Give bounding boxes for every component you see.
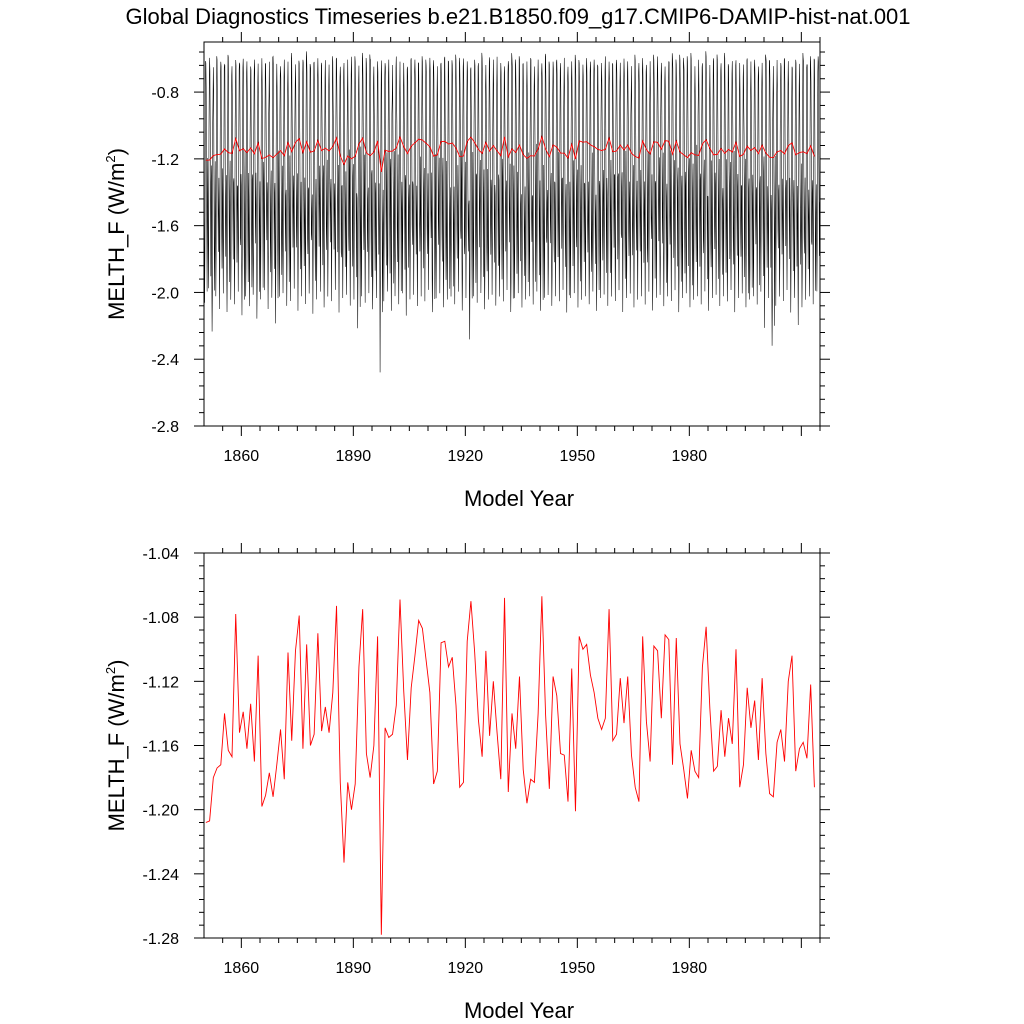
top-y-tick-label: -2.0 <box>151 285 179 302</box>
bottom-annual-mean-series-line <box>205 596 815 935</box>
bottom-x-tick-label: 1890 <box>336 960 372 977</box>
top-y-tick-label: -1.6 <box>151 219 179 236</box>
top-y-axis-title-main: MELTH_F (W/m <box>104 163 129 320</box>
bottom-x-tick-label: 1920 <box>448 960 484 977</box>
top-panel: 1860 1890 1920 1950 1980 -2.8 -2.4 -2.0 -1.6 -1.2… <box>103 32 830 511</box>
bottom-y-axis-title-superscript: 2 <box>103 667 118 674</box>
figure-title: Global Diagnostics Timeseries b.e21.B185… <box>125 4 910 29</box>
top-y-axis-title-tail: ) <box>104 148 129 155</box>
bottom-y-tick-label: -1.04 <box>143 546 180 563</box>
top-plot-frame <box>203 41 821 427</box>
top-x-tick-label: 1890 <box>336 448 372 465</box>
bottom-y-tick-label: -1.12 <box>143 674 180 691</box>
bottom-x-tick-label: 1950 <box>560 960 596 977</box>
bottom-panel: 1860 1890 1920 1950 1980 -1.28 -1.24 -1.20 -1.16… <box>103 543 830 1023</box>
top-x-tick-label: 1860 <box>224 448 260 465</box>
bottom-y-tick-label: -1.08 <box>143 610 180 627</box>
top-y-tick-label: -2.8 <box>151 419 179 436</box>
bottom-y-axis-title-main: MELTH_F (W/m <box>104 674 129 831</box>
top-monthly-series-line <box>204 51 820 373</box>
top-x-axis-title: Model Year <box>464 486 574 511</box>
top-x-tick-label: 1980 <box>672 448 708 465</box>
top-x-tick-label: 1920 <box>448 448 484 465</box>
bottom-y-tick-label: -1.16 <box>143 739 180 756</box>
top-y-tick-label: -0.8 <box>151 85 179 102</box>
bottom-y-tick-label: -1.28 <box>143 931 180 948</box>
top-y-axis-title-superscript: 2 <box>103 155 118 162</box>
top-x-tick-label: 1950 <box>560 448 596 465</box>
top-annual-mean-series-line <box>205 135 815 172</box>
bottom-plot-area <box>205 596 815 935</box>
top-y-axis-title: MELTH_F (W/m2) <box>103 148 129 320</box>
bottom-x-tick-label: 1860 <box>224 960 260 977</box>
top-plot-area <box>204 51 820 373</box>
bottom-y-tick-label: -1.24 <box>143 867 180 884</box>
bottom-y-axis-title: MELTH_F (W/m2) <box>103 660 129 832</box>
bottom-y-tick-label: -1.20 <box>143 803 180 820</box>
top-y-tick-label: -2.4 <box>151 352 179 369</box>
bottom-y-axis-title-tail: ) <box>104 660 129 667</box>
bottom-x-axis-title: Model Year <box>464 998 574 1023</box>
top-y-tick-label: -1.2 <box>151 152 179 169</box>
bottom-x-tick-label: 1980 <box>672 960 708 977</box>
